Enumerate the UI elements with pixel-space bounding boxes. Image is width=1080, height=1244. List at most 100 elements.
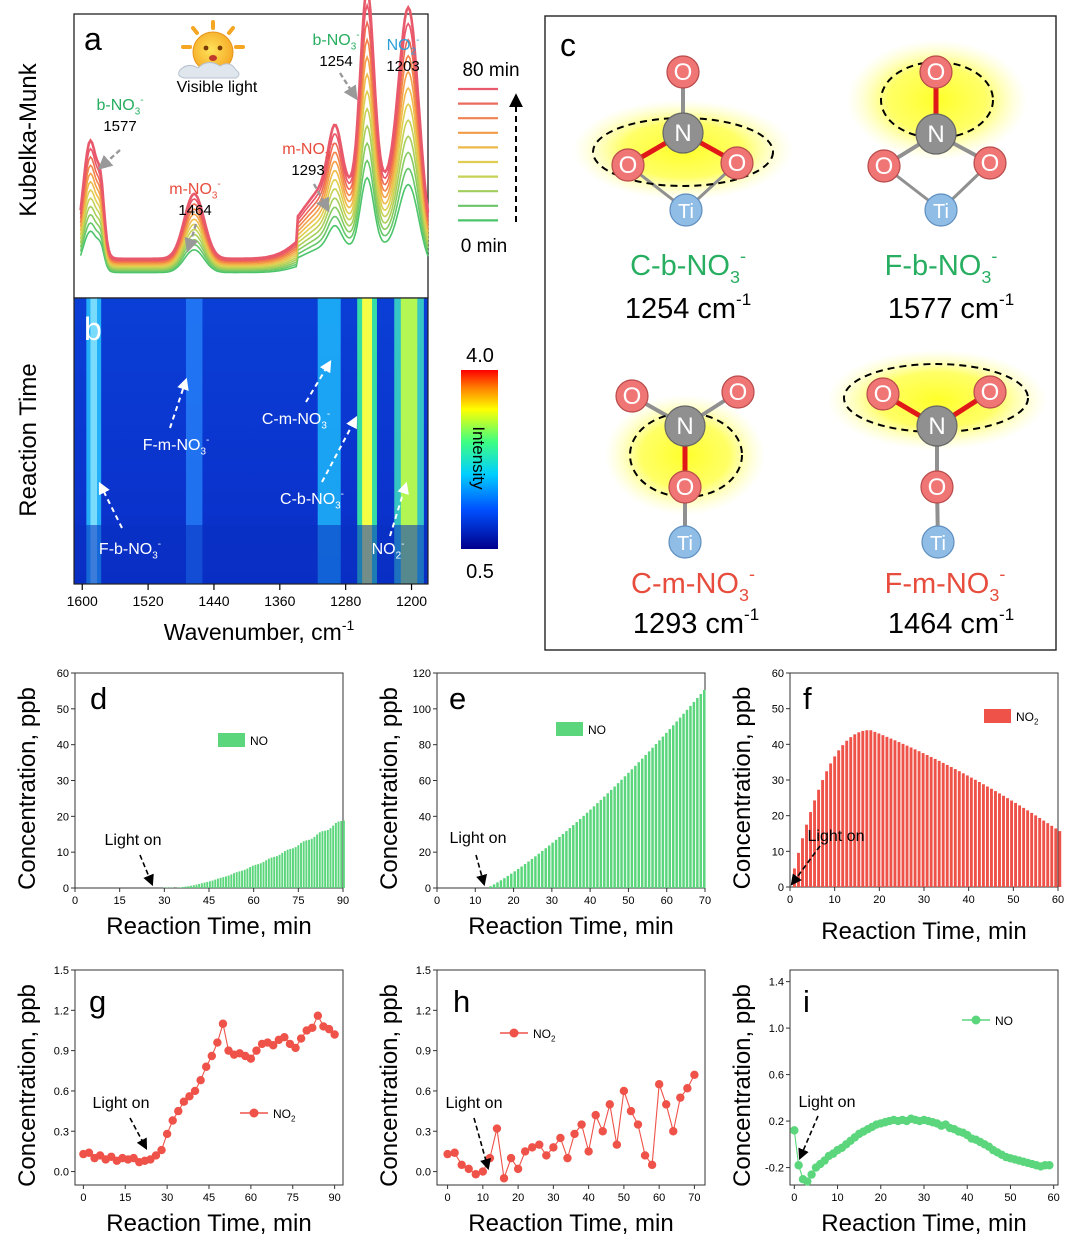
data-point bbox=[640, 1151, 650, 1160]
x-tick-label: 40 bbox=[961, 1192, 973, 1204]
bar bbox=[857, 732, 861, 887]
bar bbox=[965, 775, 969, 887]
bar bbox=[561, 834, 565, 888]
x-tick-label: 90 bbox=[329, 1192, 341, 1204]
y-axis-label: Concentration, ppb bbox=[14, 687, 41, 890]
structure-name: C-b-NO3- bbox=[630, 246, 746, 287]
atom-label-ti: Ti bbox=[933, 201, 949, 223]
y-tick-label: 20 bbox=[772, 811, 784, 823]
bar bbox=[1014, 802, 1018, 887]
x-tick-label: 20 bbox=[507, 895, 519, 907]
x-tick-label: 10 bbox=[477, 1192, 489, 1204]
data-point bbox=[535, 1140, 544, 1149]
data-point bbox=[563, 1153, 572, 1163]
bar bbox=[953, 769, 957, 887]
x-tick-label: 60 bbox=[1048, 1192, 1060, 1204]
bar bbox=[661, 736, 665, 888]
atom-label-o: O bbox=[729, 379, 748, 406]
bar bbox=[1046, 823, 1050, 887]
data-point bbox=[542, 1151, 551, 1160]
bar bbox=[289, 848, 292, 888]
x-tick-label: 30 bbox=[918, 894, 930, 906]
x-axis-label: Reaction Time, min bbox=[821, 1210, 1026, 1237]
bar bbox=[606, 793, 609, 888]
colorbar-label: Intensity bbox=[469, 426, 488, 490]
x-tick-label: 45 bbox=[203, 1192, 215, 1204]
x-tick-label: 40 bbox=[963, 894, 975, 906]
bar bbox=[184, 886, 187, 888]
data-point bbox=[690, 1070, 699, 1080]
data-point bbox=[492, 1124, 502, 1133]
x-axis-label: Reaction Time, min bbox=[821, 918, 1026, 945]
dashed-ellipse bbox=[843, 363, 1029, 433]
x-axis-label: Reaction Time, min bbox=[468, 913, 673, 940]
heatmap-arrow bbox=[389, 481, 409, 537]
structure-frequency: 1254 cm-1 bbox=[625, 290, 751, 325]
bar bbox=[283, 851, 286, 888]
heatmap-band bbox=[185, 298, 203, 584]
peak-species-label: m-NO3- bbox=[169, 179, 220, 202]
x-tick-label: 30 bbox=[547, 1192, 559, 1204]
x-tick-label: 30 bbox=[918, 1192, 930, 1204]
data-point bbox=[803, 1177, 812, 1186]
bar bbox=[901, 743, 905, 887]
legend-swatch bbox=[984, 709, 1011, 723]
bar bbox=[981, 784, 985, 887]
bar bbox=[985, 786, 989, 887]
bar bbox=[267, 858, 270, 888]
bar bbox=[913, 749, 917, 887]
x-tick-label: 60 bbox=[245, 1192, 257, 1204]
bar bbox=[1058, 831, 1062, 887]
bar bbox=[1034, 815, 1038, 887]
y-tick-label: 0.3 bbox=[416, 1126, 431, 1138]
bar bbox=[909, 747, 913, 887]
y-tick-label: 30 bbox=[772, 775, 784, 787]
peak-arrow bbox=[338, 72, 358, 101]
bar bbox=[877, 733, 881, 887]
x-tick-label: 10 bbox=[469, 895, 481, 907]
atom-n bbox=[662, 112, 704, 154]
bar bbox=[961, 773, 965, 887]
bar bbox=[585, 812, 589, 888]
bar bbox=[179, 887, 182, 888]
x-axis-label: Reaction Time, min bbox=[106, 913, 311, 940]
sun-label: Visible light bbox=[177, 79, 258, 96]
bar bbox=[957, 771, 961, 887]
spectrum-curve bbox=[79, 141, 429, 271]
bar bbox=[334, 822, 337, 888]
bar bbox=[989, 788, 993, 887]
bar bbox=[665, 732, 668, 888]
bar bbox=[640, 758, 644, 888]
bar bbox=[273, 856, 276, 888]
bar bbox=[342, 820, 345, 888]
y-tick-label: 20 bbox=[57, 811, 69, 823]
bar bbox=[905, 745, 909, 887]
y-tick-label: 10 bbox=[57, 847, 69, 859]
spectrum-curve bbox=[79, 54, 429, 265]
structure-frequency: 1464 cm-1 bbox=[888, 605, 1014, 640]
light-on-label: Light on bbox=[93, 1095, 150, 1112]
bar bbox=[1050, 825, 1054, 887]
bar bbox=[241, 870, 244, 888]
bar bbox=[1026, 810, 1030, 887]
y-tick-label: 120 bbox=[413, 668, 431, 680]
data-point bbox=[513, 1164, 523, 1174]
bar bbox=[603, 796, 606, 888]
bar bbox=[216, 878, 219, 888]
bar bbox=[316, 834, 319, 888]
bar bbox=[302, 841, 305, 888]
data-point bbox=[790, 1126, 799, 1135]
data-point bbox=[669, 1127, 678, 1136]
spectrum-curve bbox=[79, 106, 429, 269]
legend-label: NO2 bbox=[273, 1107, 296, 1123]
atom-ti bbox=[668, 525, 702, 559]
data-point bbox=[605, 1100, 614, 1109]
spectrum-curve bbox=[79, 124, 429, 270]
bar bbox=[821, 780, 825, 887]
spectrum-curve bbox=[79, 176, 429, 274]
spectrum-curve bbox=[79, 159, 429, 273]
bar bbox=[554, 839, 558, 888]
bar bbox=[873, 731, 877, 887]
x-tick-label: 50 bbox=[1004, 1192, 1016, 1204]
heatmap-band bbox=[90, 298, 98, 584]
